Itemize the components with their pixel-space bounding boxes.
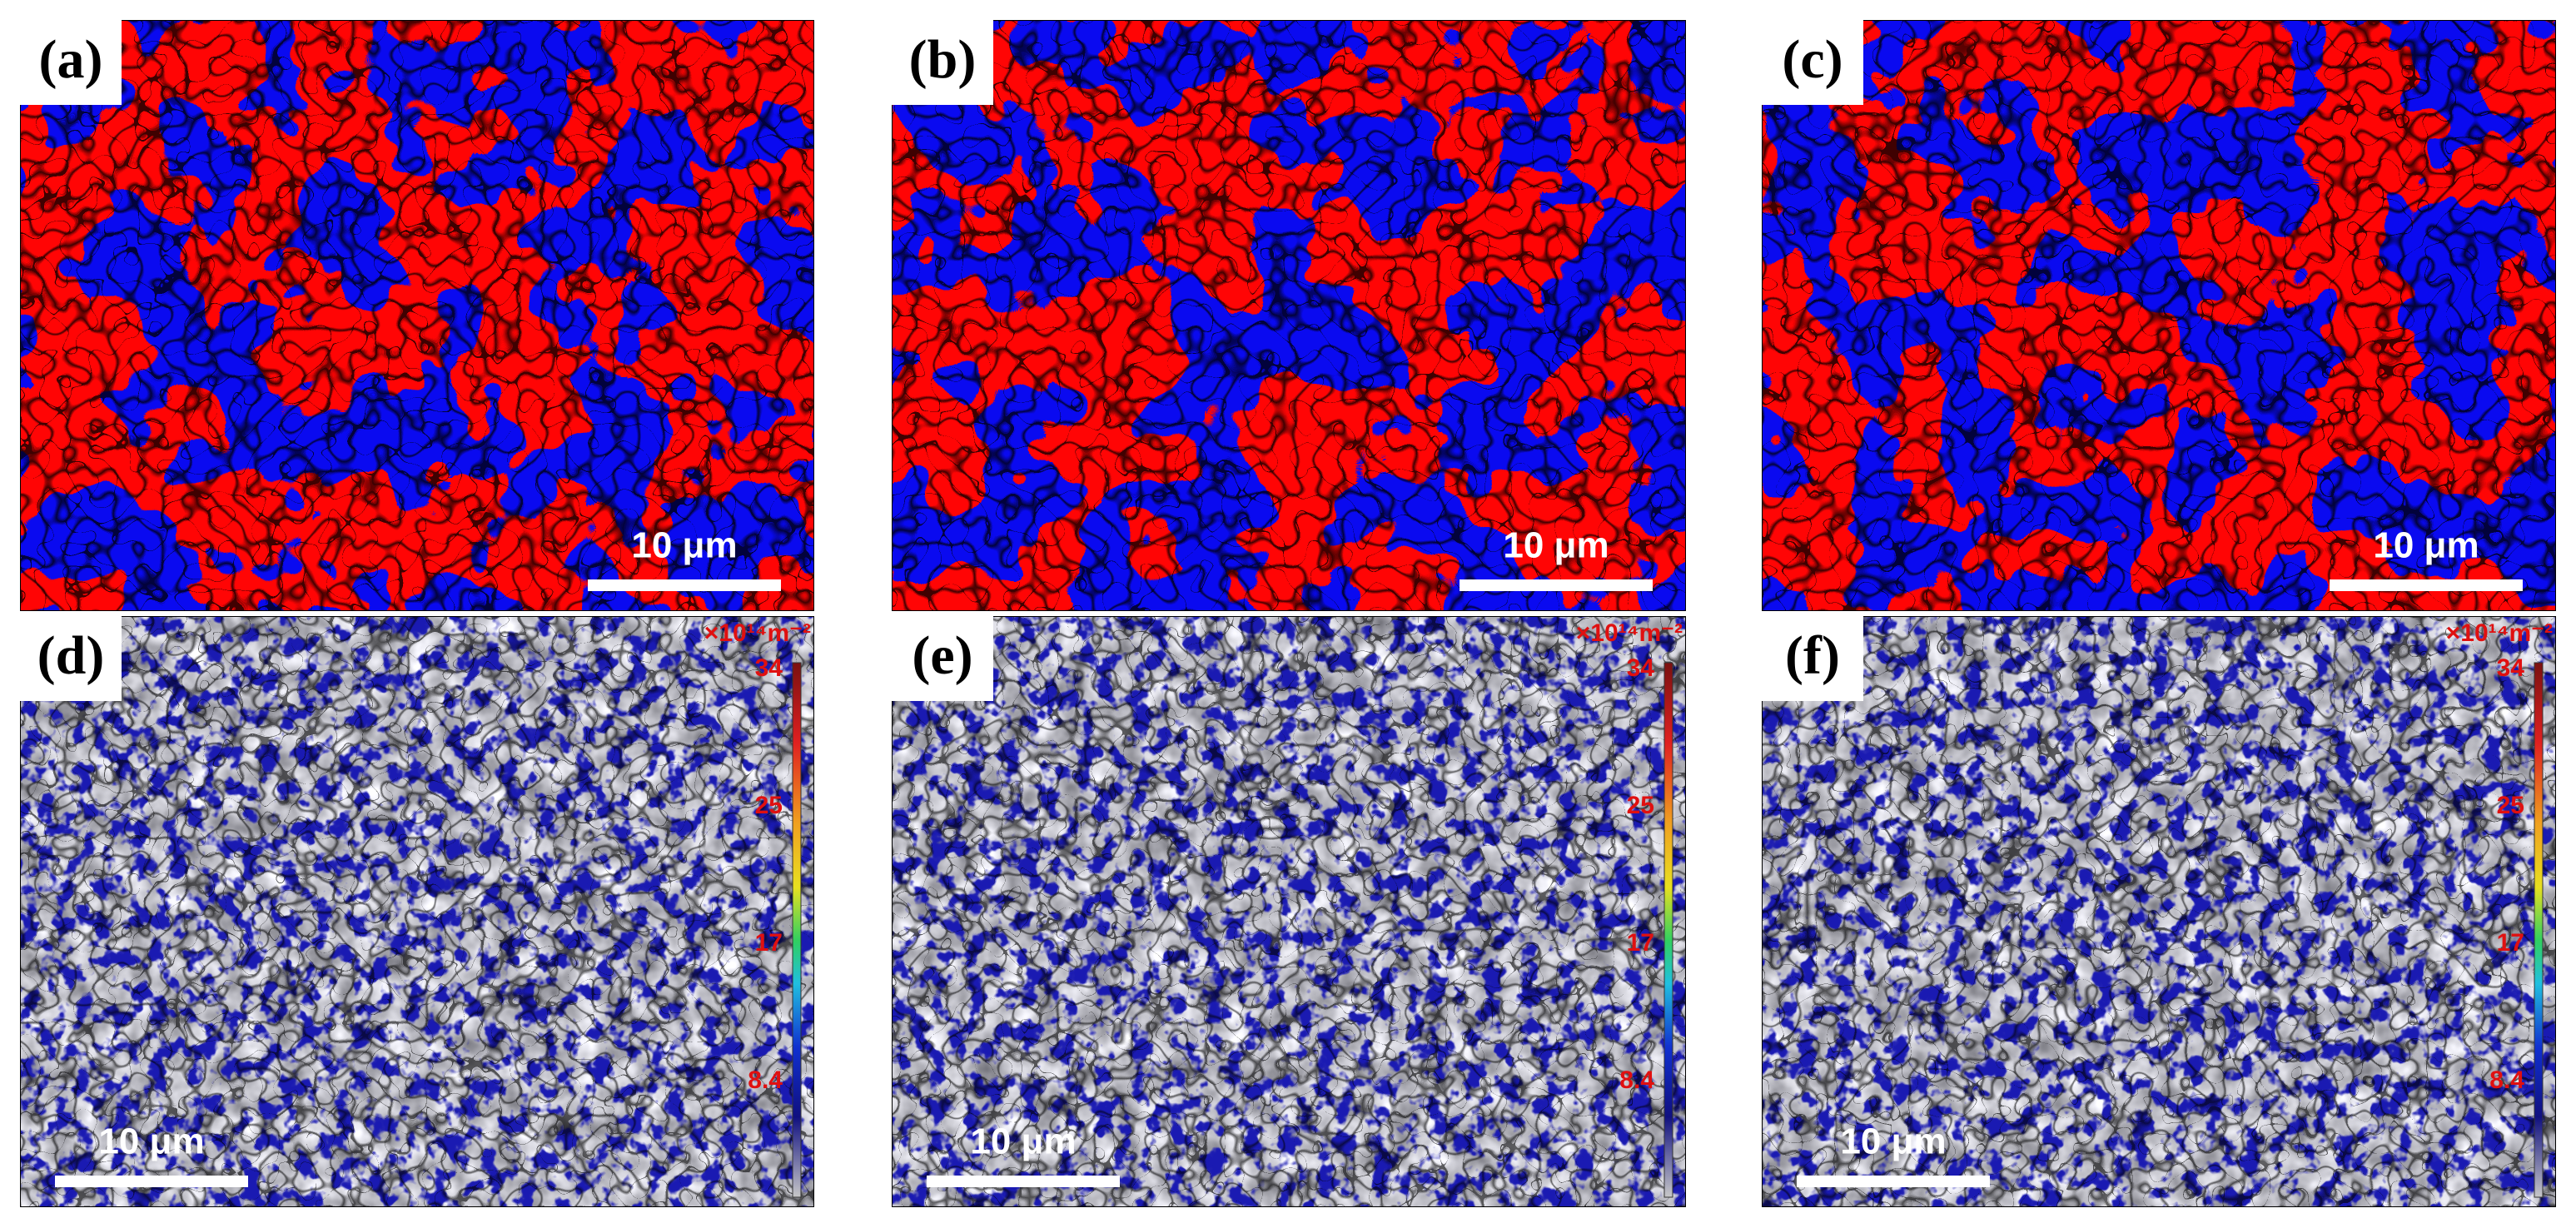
- colorbar-tick-label: 34: [2497, 654, 2525, 682]
- panel-label: (c): [1782, 29, 1842, 90]
- colorbar-tick-label: 25: [755, 792, 783, 819]
- colorbar-tick-label: 17: [755, 929, 783, 957]
- scale-bar: [1797, 1176, 1990, 1187]
- label-box: [892, 616, 993, 701]
- grain-boundaries: [892, 20, 1686, 611]
- scale-bar-label: 10 μm: [98, 1121, 204, 1162]
- panel: (c) 10 μm: [1762, 20, 2556, 611]
- colorbar-tick-label: 8.4: [2489, 1066, 2524, 1094]
- label-box: [892, 20, 993, 105]
- colorbar-tick-label: 34: [1627, 654, 1655, 682]
- panel-label: (d): [37, 625, 105, 686]
- scale-bar: [927, 1176, 1120, 1187]
- panel: (d) 10 μm ×10¹⁴m⁻² 34 25 17 8.4: [20, 616, 814, 1207]
- scale-bar-label: 10 μm: [970, 1121, 1076, 1162]
- scale-bar: [1460, 579, 1653, 591]
- panel-label: (a): [39, 29, 103, 90]
- colorbar-unit: ×10¹⁴m⁻²: [704, 619, 811, 647]
- scale-bar: [588, 579, 781, 591]
- panel: (b) 10 μm: [892, 20, 1686, 611]
- label-box: [20, 616, 122, 701]
- colorbar-tick-label: 8.4: [1619, 1066, 1654, 1094]
- label-box: [1762, 20, 1863, 105]
- panel: (f) 10 μm ×10¹⁴m⁻² 34 25 17 8.4: [1762, 616, 2556, 1207]
- colorbar-tick-label: 17: [2497, 929, 2524, 957]
- colorbar: [1663, 662, 1673, 1198]
- colorbar: [2534, 662, 2544, 1198]
- panel-label: (f): [1785, 625, 1840, 686]
- colorbar: [792, 662, 802, 1198]
- scale-bar: [55, 1176, 248, 1187]
- colorbar-unit: ×10¹⁴m⁻²: [1576, 619, 1683, 647]
- scale-bar-label: 10 μm: [1503, 525, 1609, 566]
- panel-label: (b): [909, 29, 977, 90]
- panel-label: (e): [912, 625, 972, 686]
- grain-boundaries: [20, 616, 814, 1207]
- panel: (a) 10 μm: [20, 20, 814, 611]
- colorbar-tick-label: 25: [1627, 792, 1654, 819]
- panel: (e) 10 μm ×10¹⁴m⁻² 34 25 17 8.4: [892, 616, 1686, 1207]
- grain-boundaries: [1762, 616, 2556, 1207]
- scale-bar-label: 10 μm: [631, 525, 737, 566]
- colorbar-unit: ×10¹⁴m⁻²: [2446, 619, 2553, 647]
- colorbar-tick-label: 34: [755, 654, 783, 682]
- colorbar-tick-label: 17: [1627, 929, 1654, 957]
- grain-boundaries: [892, 616, 1686, 1207]
- colorbar-tick-label: 25: [2497, 792, 2524, 819]
- scale-bar: [2330, 579, 2523, 591]
- label-box: [1762, 616, 1863, 701]
- grain-boundaries: [20, 20, 814, 611]
- scale-bar-label: 10 μm: [2373, 525, 2479, 566]
- colorbar-tick-label: 8.4: [748, 1066, 783, 1094]
- label-box: [20, 20, 122, 105]
- scale-bar-label: 10 μm: [1840, 1121, 1946, 1162]
- grain-boundaries: [1762, 20, 2556, 611]
